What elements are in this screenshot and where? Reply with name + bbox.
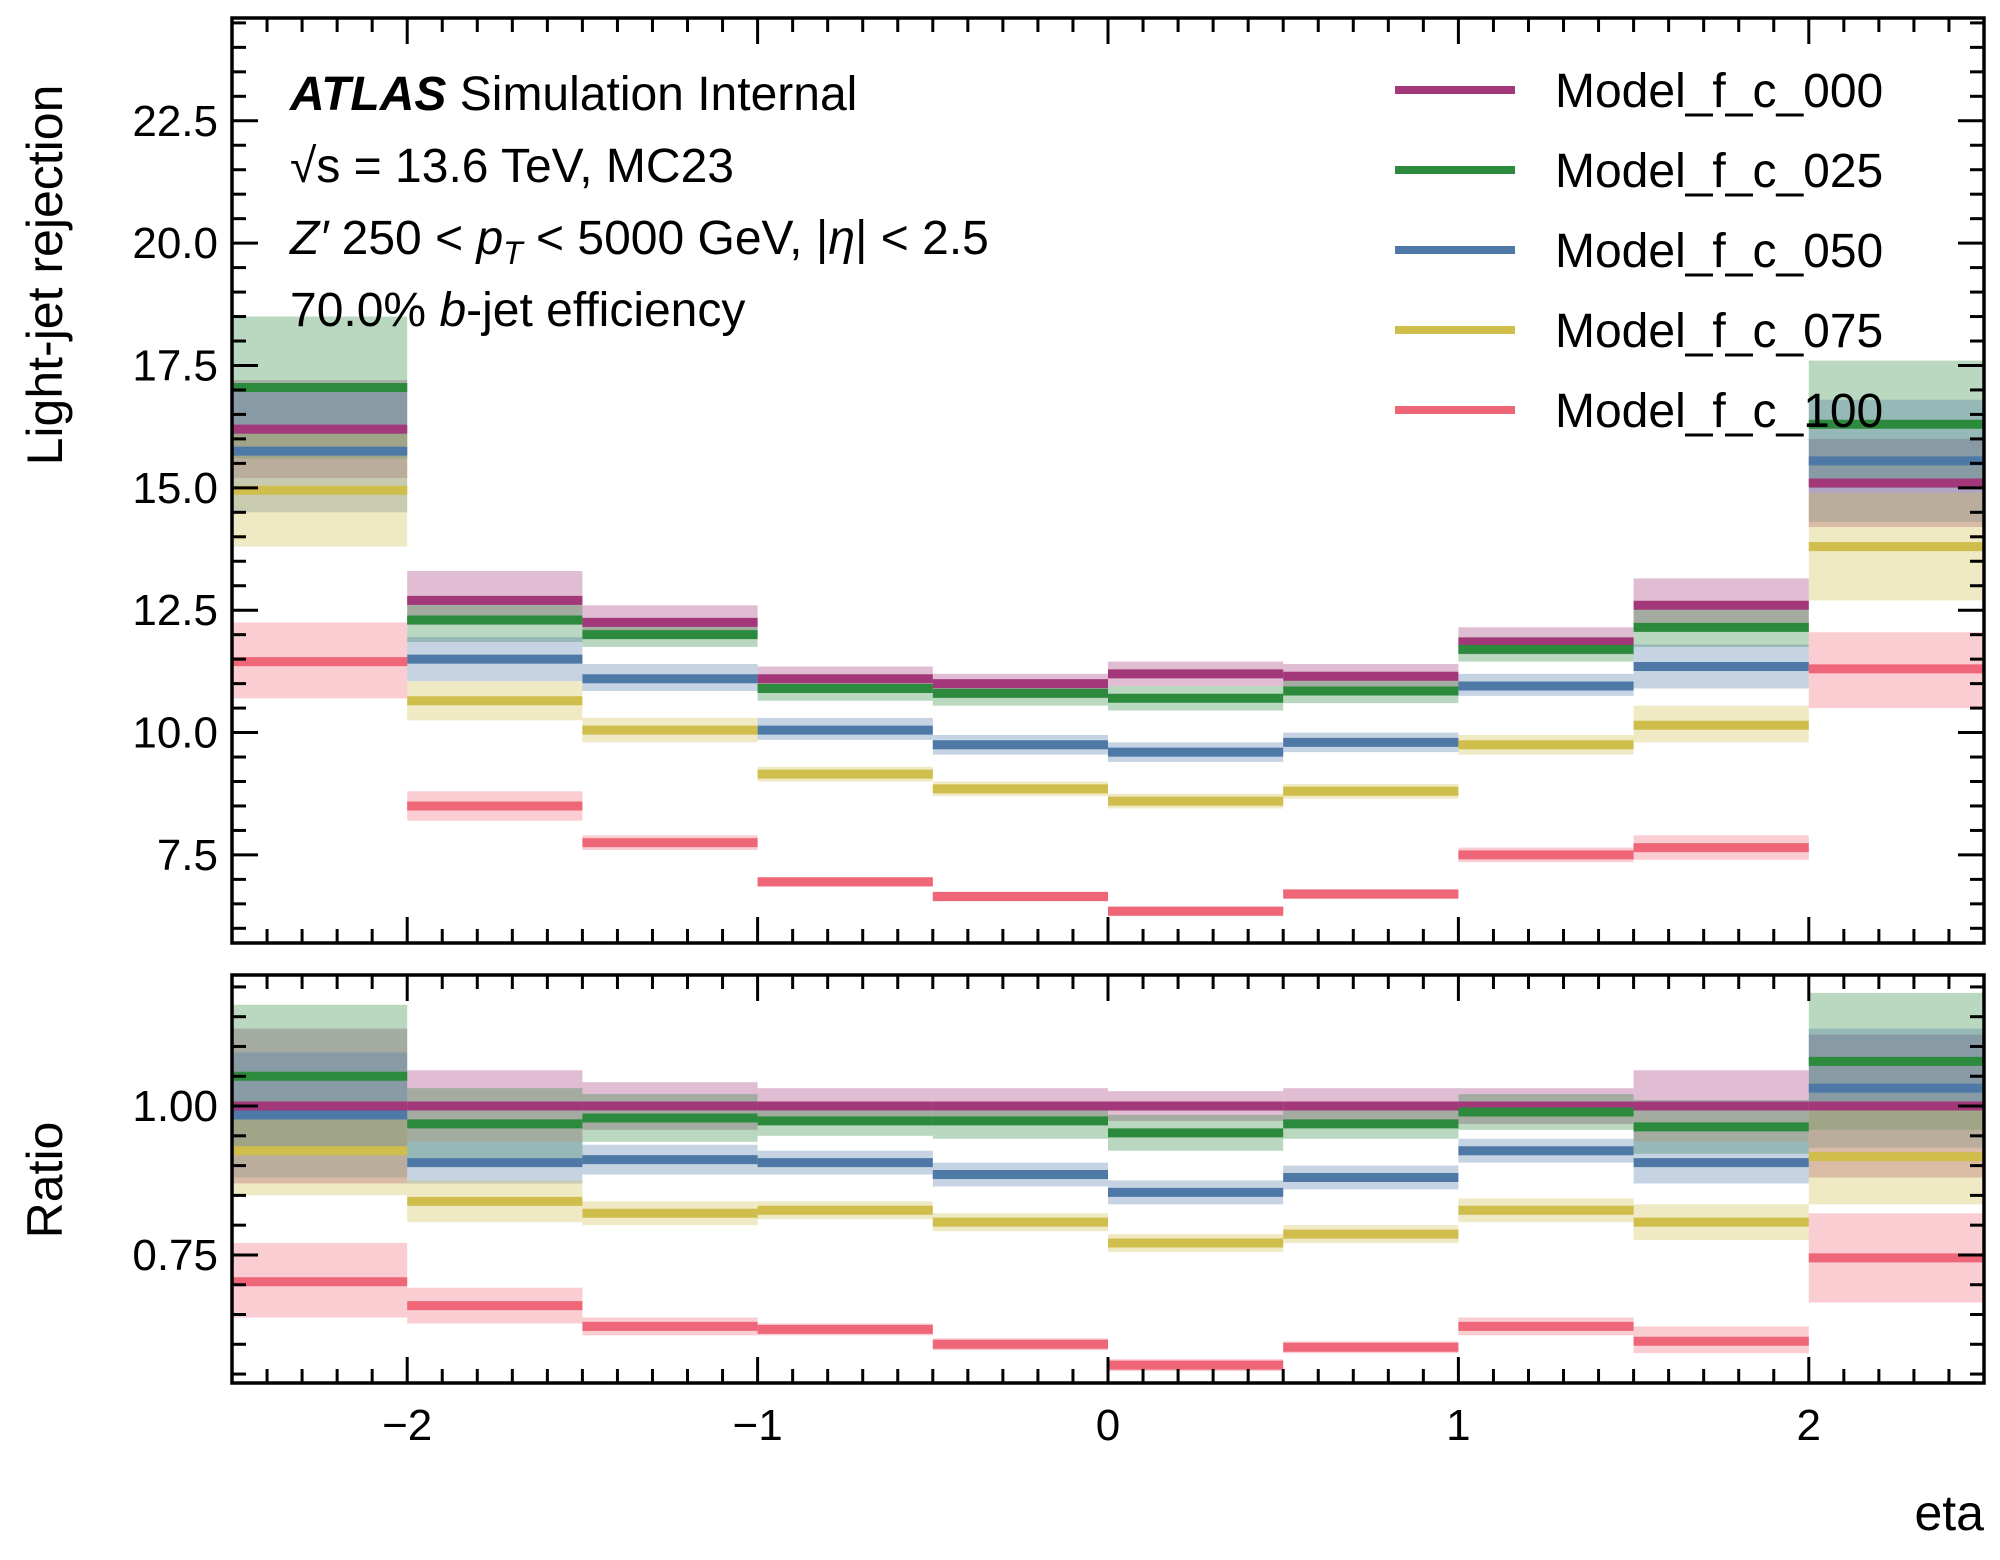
ratio-ytick-label: 1.00 xyxy=(132,1082,218,1131)
xtick-label: 1 xyxy=(1446,1401,1470,1450)
ratio-plot-frame xyxy=(230,973,1986,1385)
main-series-lines xyxy=(232,383,1984,916)
axis-ticks xyxy=(230,18,1986,1383)
legend-label-4: Model_f_c_100 xyxy=(1555,385,1883,438)
main-ytick-label: 22.5 xyxy=(132,97,218,146)
efficiency-line: 70.0% b-jet efficiency xyxy=(290,284,745,337)
xtick-label: 0 xyxy=(1096,1401,1120,1450)
legend-label-2: Model_f_c_050 xyxy=(1555,225,1883,278)
ratio-series-lines xyxy=(232,1056,1984,1370)
main-ytick-label: 17.5 xyxy=(132,341,218,390)
legend: Model_f_c_000 Model_f_c_025 Model_f_c_050 M… xyxy=(1395,65,1883,438)
xtick-label: 2 xyxy=(1797,1401,1821,1450)
tick-labels: 7.5 10.0 12.5 15.0 17.5 20.0 22.5 0.75 1.00 −2 −1 0… xyxy=(132,97,1821,1450)
ratio-y-axis-title: Ratio xyxy=(17,1122,73,1239)
main-y-axis-title: Light-jet rejection xyxy=(17,85,73,466)
legend-label-1: Model_f_c_025 xyxy=(1555,145,1883,198)
kinematic-line: Z′ 250 < pT < 5000 GeV, |η| < 2.5 xyxy=(289,212,989,271)
energy-line: √s = 13.6 TeV, MC23 xyxy=(290,140,734,193)
main-ytick-label: 7.5 xyxy=(157,831,218,880)
main-plot-frame xyxy=(230,16,1986,945)
main-ytick-label: 20.0 xyxy=(132,219,218,268)
main-ytick-label: 10.0 xyxy=(132,709,218,758)
ratio-ytick-label: 0.75 xyxy=(132,1231,218,1280)
xtick-label: −2 xyxy=(382,1401,432,1450)
ratio-uncertainty-bands xyxy=(232,992,1984,1372)
atlas-label: ATLAS xyxy=(289,68,446,121)
atlas-suffix: Simulation Internal xyxy=(446,68,857,121)
main-ytick-label: 15.0 xyxy=(132,464,218,513)
main-ytick-label: 12.5 xyxy=(132,586,218,635)
xtick-label: −1 xyxy=(733,1401,783,1450)
svg-text:ATLAS Simulation Internal: ATLAS Simulation Internal xyxy=(289,68,857,121)
legend-label-3: Model_f_c_075 xyxy=(1555,305,1883,358)
legend-label-0: Model_f_c_000 xyxy=(1555,65,1883,118)
x-axis-title: eta xyxy=(1914,1485,1984,1541)
atlas-annotation: ATLAS Simulation Internal √s = 13.6 TeV,… xyxy=(289,68,989,337)
